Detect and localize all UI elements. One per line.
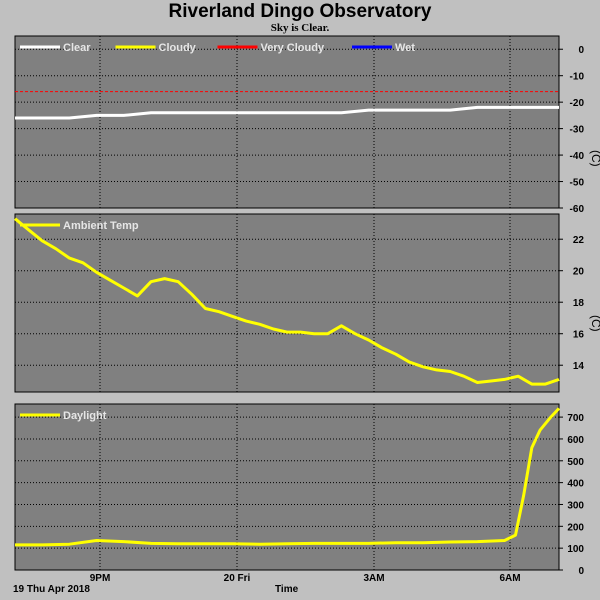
y-tick-label: 22: [573, 235, 585, 246]
y-tick-label: 100: [567, 544, 584, 555]
y-tick-label: 0: [578, 45, 584, 56]
x-tick-label: 9PM: [90, 573, 111, 584]
legend-label: Cloudy: [159, 42, 197, 54]
y-tick-label: 0: [578, 566, 584, 577]
y-tick-label: 600: [567, 435, 584, 446]
unit-label: (C): [589, 150, 600, 167]
y-tick-label: -30: [570, 125, 585, 136]
x-tick-label: 6AM: [499, 573, 520, 584]
series-line-ambient-temp: [14, 217, 560, 386]
page-title: Riverland Dingo Observatory: [168, 1, 432, 22]
chart-sky: 0 -10 -20 -30 -40 -50 -60 (C) Clear Cloudy Very Cl…: [14, 35, 600, 215]
series-line-daylight: [15, 407, 561, 547]
y-tick-label: 14: [573, 361, 585, 372]
y-tick-label: 700: [567, 413, 584, 424]
y-tick-label: 16: [573, 330, 585, 341]
y-tick-label: 200: [567, 522, 584, 533]
unit-label: (C): [589, 315, 600, 332]
y-tick-label: -40: [570, 151, 585, 162]
time-axis-label: Time: [275, 584, 299, 595]
y-tick-label: 300: [567, 500, 584, 511]
sky-status: Sky is Clear.: [270, 22, 330, 34]
y-tick-label: -50: [570, 178, 585, 189]
y-tick-label: 18: [573, 298, 585, 309]
series-line-clear: [15, 105, 559, 120]
chart-ambient: 14 16 18 20 22 (C) Ambient Temp: [14, 213, 600, 393]
x-tick-label: 20 Fri: [224, 573, 251, 584]
legend-label: Ambient Temp: [63, 220, 139, 232]
chart-daylight: 0 100 200 300 400 500 600 700 Daylight: [14, 403, 584, 577]
legend-label: Wet: [395, 42, 415, 54]
y-tick-label: -10: [570, 72, 585, 83]
y-tick-label: 20: [573, 267, 585, 278]
plot-area: [14, 35, 560, 209]
y-tick-label: 500: [567, 457, 584, 468]
date-label: 19 Thu Apr 2018: [13, 584, 90, 595]
y-tick-label: -60: [570, 204, 585, 215]
y-tick-label: -20: [570, 98, 585, 109]
legend-label: Daylight: [63, 410, 107, 422]
y-tick-label: 400: [567, 479, 584, 490]
legend-label: Very Cloudy: [261, 42, 325, 54]
plot-area: [14, 213, 560, 393]
legend-label: Clear: [63, 42, 91, 54]
x-tick-label: 3AM: [363, 573, 384, 584]
